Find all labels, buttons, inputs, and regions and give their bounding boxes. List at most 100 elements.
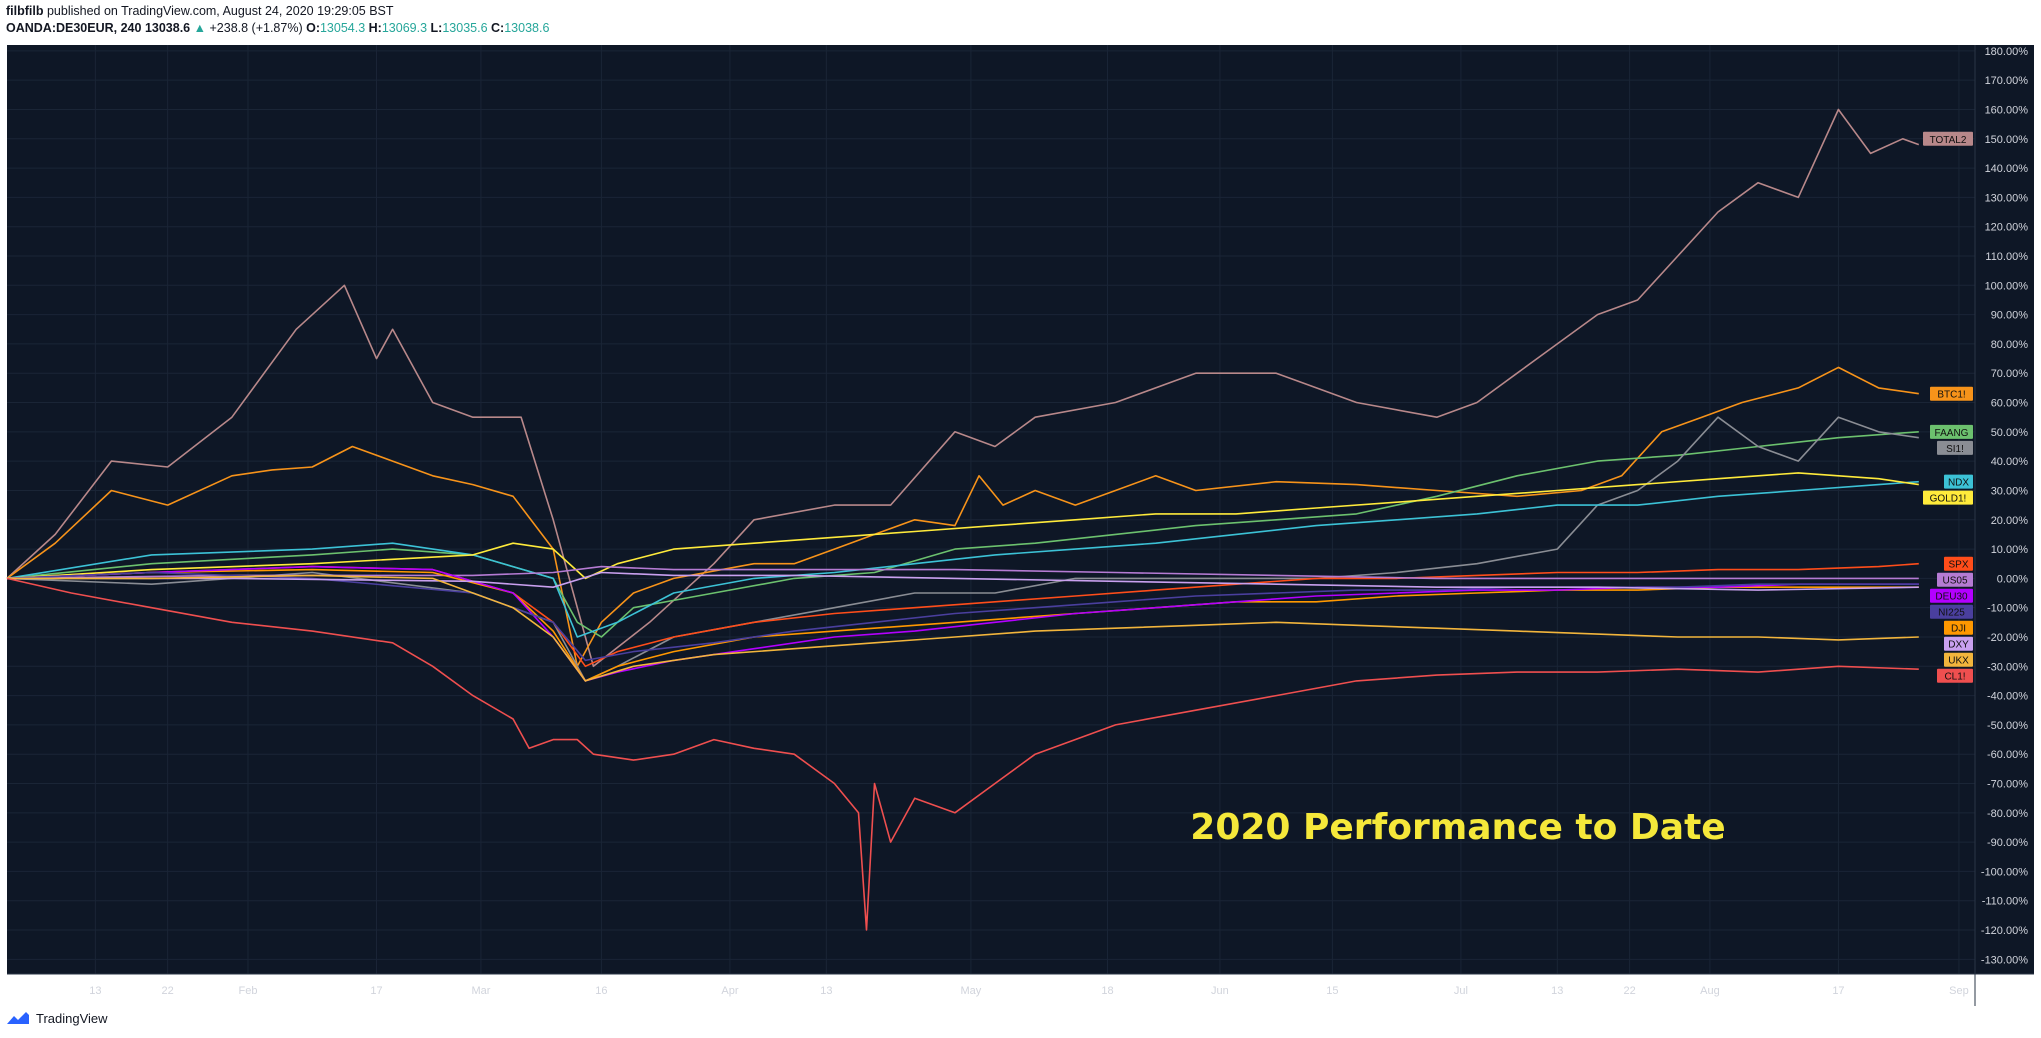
series-tag-spx bbox=[1944, 556, 1973, 571]
y-tick-label: -120.00% bbox=[1981, 925, 2028, 937]
y-tick-label: 0.00% bbox=[1997, 573, 2028, 585]
y-tick-label: -90.00% bbox=[1987, 837, 2028, 849]
y-tick-label: 160.00% bbox=[1985, 104, 2029, 116]
x-tick-label: 13 bbox=[1551, 985, 1563, 997]
y-tick-label: 50.00% bbox=[1991, 427, 2029, 439]
y-tick-label: -10.00% bbox=[1987, 603, 2028, 615]
series-tag-cl1 bbox=[1937, 668, 1973, 683]
series-tag-dji bbox=[1944, 620, 1973, 635]
series-tag-label: UKX bbox=[1948, 656, 1969, 667]
y-tick-label: 110.00% bbox=[1985, 251, 2028, 263]
performance-chart[interactable]: 180.00%170.00%160.00%150.00%140.00%130.0… bbox=[0, 42, 2041, 1006]
x-tick-label: Mar bbox=[471, 985, 490, 997]
series-tag-ndx bbox=[1944, 474, 1973, 489]
series-line-si1[interactable] bbox=[6, 416, 1919, 682]
series-tag-label: CL1! bbox=[1944, 672, 1965, 683]
footer-brand-label: TradingView bbox=[36, 1010, 108, 1026]
y-tick-label: -40.00% bbox=[1987, 691, 2028, 703]
x-tick-label: May bbox=[961, 985, 982, 997]
series-line-gold1[interactable] bbox=[6, 472, 1919, 580]
footer-brand[interactable]: TradingView bbox=[6, 1010, 108, 1026]
series-tag-label: DEU30 bbox=[1935, 592, 1968, 603]
symbol-label: OANDA:DE30EUR, 240 bbox=[6, 21, 142, 35]
series-tag-si1 bbox=[1937, 440, 1973, 455]
y-tick-label: 120.00% bbox=[1985, 222, 2029, 234]
open-value: 13054.3 bbox=[319, 21, 366, 35]
y-tick-label: -80.00% bbox=[1987, 808, 2028, 820]
high-label: H: bbox=[368, 21, 382, 35]
series-tag-label: SI1! bbox=[1946, 444, 1964, 455]
x-tick-label: 18 bbox=[1101, 985, 1113, 997]
x-tick-label: 22 bbox=[162, 985, 174, 997]
series-tag-deu30 bbox=[1930, 588, 1973, 603]
change-up-icon: ▲ bbox=[193, 21, 206, 35]
series-line-ukx[interactable] bbox=[7, 574, 1919, 682]
high-value: 13069.3 bbox=[381, 21, 428, 35]
low-label: L: bbox=[430, 21, 443, 35]
y-tick-label: -50.00% bbox=[1987, 720, 2028, 732]
open-label: O: bbox=[306, 21, 320, 35]
series-tag-gold1 bbox=[1923, 490, 1973, 505]
y-tick-label: 60.00% bbox=[1991, 398, 2029, 410]
series-tag-label: TOTAL2 bbox=[1930, 135, 1967, 146]
y-tick-label: 180.00% bbox=[1985, 46, 2029, 58]
series-tag-label: US05 bbox=[1942, 576, 1967, 587]
series-tag-label: SPX bbox=[1948, 560, 1968, 571]
series-tag-label: NDX bbox=[1948, 478, 1969, 489]
chart-annotation: 2020 Performance to Date bbox=[1190, 807, 1725, 848]
x-tick-label: Aug bbox=[1700, 985, 1720, 997]
y-tick-label: 80.00% bbox=[1991, 339, 2029, 351]
y-tick-label: 130.00% bbox=[1985, 192, 2029, 204]
y-tick-label: 70.00% bbox=[1991, 368, 2029, 380]
y-tick-label: 10.00% bbox=[1991, 544, 2029, 556]
series-tag-faang bbox=[1930, 424, 1973, 439]
last-price: 13038.6 bbox=[144, 21, 191, 35]
series-tag-label: GOLD1! bbox=[1930, 494, 1967, 505]
author-name[interactable]: filbfilb bbox=[6, 4, 44, 18]
y-tick-label: 140.00% bbox=[1985, 163, 2029, 175]
x-tick-label: 13 bbox=[89, 985, 101, 997]
series-line-us05[interactable] bbox=[6, 565, 1919, 580]
series-line-btc1[interactable] bbox=[6, 366, 1919, 668]
series-line-total2[interactable] bbox=[6, 108, 1920, 668]
close-value: 13038.6 bbox=[504, 21, 550, 35]
price-change: +238.8 (+1.87%) bbox=[209, 21, 303, 35]
y-tick-label: -130.00% bbox=[1981, 954, 2028, 966]
y-tick-label: -30.00% bbox=[1987, 661, 2028, 673]
x-tick-label: 22 bbox=[1623, 985, 1635, 997]
y-tick-label: -70.00% bbox=[1987, 779, 2028, 791]
series-tag-label: NI225 bbox=[1938, 608, 1965, 619]
x-tick-label: Sep bbox=[1949, 985, 1969, 997]
series-tag-label: DJI bbox=[1951, 624, 1966, 635]
x-tick-label: 16 bbox=[595, 985, 607, 997]
y-tick-label: -100.00% bbox=[1981, 866, 2028, 878]
y-tick-label: 30.00% bbox=[1991, 485, 2029, 497]
y-tick-label: 170.00% bbox=[1985, 75, 2029, 87]
series-line-cl1[interactable] bbox=[6, 577, 1919, 931]
x-tick-label: Jul bbox=[1454, 985, 1468, 997]
published-text: published on TradingView.com, August 24,… bbox=[46, 4, 394, 18]
chart-background bbox=[7, 45, 2034, 974]
series-line-dxy[interactable] bbox=[7, 571, 1919, 591]
x-tick-label: 13 bbox=[820, 985, 832, 997]
x-tick-label: 17 bbox=[1832, 985, 1844, 997]
y-tick-label: -20.00% bbox=[1987, 632, 2028, 644]
series-tag-ukx bbox=[1944, 652, 1973, 667]
y-tick-label: 150.00% bbox=[1985, 134, 2029, 146]
series-tag-dxy bbox=[1944, 636, 1973, 651]
series-tag-total2 bbox=[1923, 131, 1973, 146]
series-tag-label: FAANG bbox=[1935, 428, 1969, 439]
series-tag-btc1 bbox=[1930, 386, 1973, 401]
publish-line: filbfilb published on TradingView.com, A… bbox=[6, 4, 394, 18]
x-tick-label: Jun bbox=[1211, 985, 1229, 997]
series-tag-label: DXY bbox=[1948, 640, 1969, 651]
series-tag-ni225 bbox=[1930, 604, 1973, 619]
y-tick-label: 40.00% bbox=[1991, 456, 2029, 468]
tradingview-logo-icon bbox=[7, 1012, 29, 1024]
y-tick-label: 20.00% bbox=[1991, 515, 2029, 527]
y-tick-label: -110.00% bbox=[1982, 896, 2028, 908]
y-tick-label: 90.00% bbox=[1991, 310, 2029, 322]
y-tick-label: -60.00% bbox=[1987, 749, 2028, 761]
close-label: C: bbox=[491, 21, 505, 35]
x-tick-label: 17 bbox=[370, 985, 382, 997]
